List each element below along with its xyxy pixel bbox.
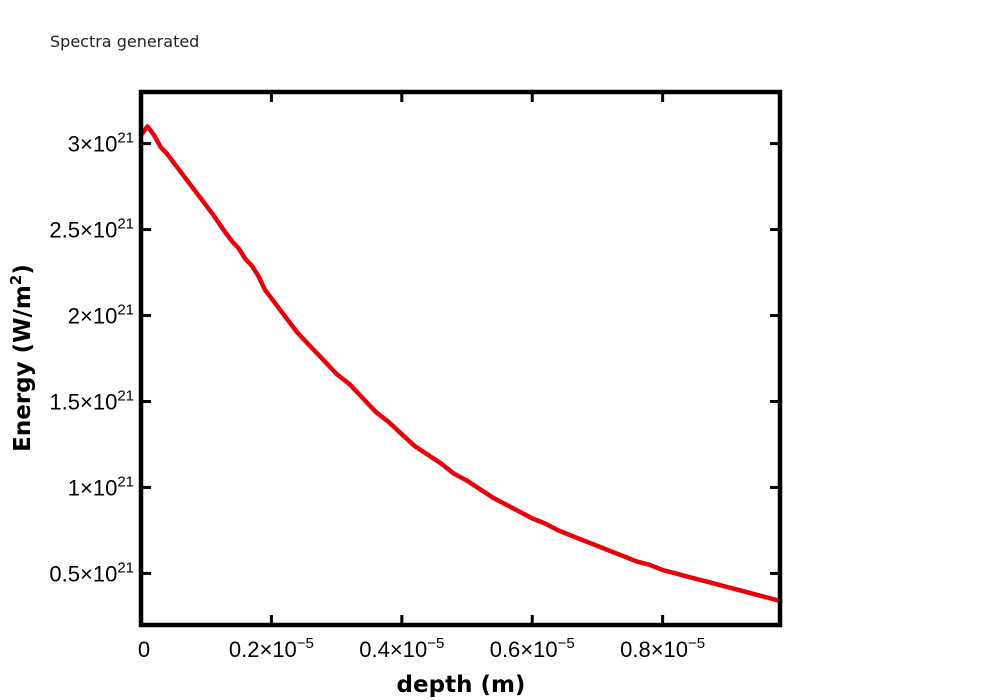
y-tick-label: 3×1021 [68,130,134,157]
ticks-layer [141,92,780,625]
y-tick-label: 2.5×1021 [49,216,134,243]
plot-frame [138,89,783,628]
y-axis-title-base: Energy (W/m [10,285,36,452]
y-axis-title: Energy (W/m2) [7,264,36,452]
x-tick-label: 0 [138,637,150,662]
labels-layer: 0 0.2×10−5 0.4×10−5 0.6×10−5 0.8×10−5 0.5×102… [49,130,705,662]
y-tick-label: 1.5×1021 [49,387,134,414]
y-axis-title-exp: 2 [7,275,25,285]
status-text: Spectra generated [50,32,200,51]
x-tick-label: 0.8×10−5 [620,635,705,662]
x-axis-title: depth (m) [397,672,526,698]
y-tick-label: 1×1021 [68,473,134,500]
y-tick-label: 0.5×1021 [49,559,134,586]
x-tick-label: 0.6×10−5 [490,635,575,662]
y-axis-title-close: ) [10,264,36,275]
x-tick-label: 0.4×10−5 [359,635,444,662]
x-tick-label: 0.2×10−5 [229,635,314,662]
y-tick-label: 2×1021 [68,302,134,329]
series-line [138,124,783,604]
